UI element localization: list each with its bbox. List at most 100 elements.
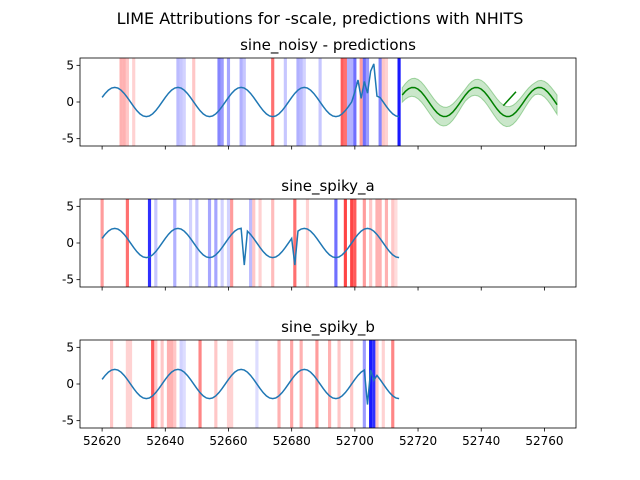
attribution-band-10 (220, 199, 224, 287)
x-tick-label: 52760 (525, 434, 563, 448)
attribution-band-27 (365, 58, 370, 146)
x-tick-label: 52660 (209, 434, 247, 448)
attribution-band-5 (176, 58, 180, 146)
panels: sine_noisy - predictions-505sine_spiky_a… (62, 36, 577, 448)
attribution-band-26 (378, 199, 382, 287)
attribution-band-25 (359, 58, 363, 146)
attribution-band-11 (226, 199, 231, 287)
attribution-band-12 (239, 58, 243, 146)
attribution-band-22 (346, 58, 351, 146)
attribution-band-27 (375, 340, 379, 428)
attribution-band-4 (154, 199, 158, 287)
attribution-band-26 (372, 340, 376, 428)
attribution-band-19 (299, 340, 303, 428)
attribution-band-28 (378, 58, 382, 146)
attribution-band-9 (214, 199, 218, 287)
attribution-band-15 (258, 199, 262, 287)
attribution-band-14 (252, 199, 256, 287)
attribution-band-2 (125, 340, 129, 428)
attribution-band-25 (369, 340, 373, 428)
attribution-band-4 (132, 58, 136, 146)
panel-2: sine_spiky_a -5 0 5 (62, 177, 577, 291)
attribution-band-16 (296, 58, 300, 146)
attribution-band-29 (391, 340, 395, 428)
y-tick-label: 0 (66, 377, 74, 391)
attribution-band-6 (188, 199, 193, 287)
plot-area (100, 199, 400, 287)
y-tick-label: 5 (66, 199, 74, 213)
attribution-band-22 (353, 199, 357, 287)
panel-title: sine_spiky_b (281, 318, 375, 337)
prediction-tick (502, 91, 517, 107)
attribution-band-12 (198, 340, 202, 428)
panel-title: sine_spiky_a (281, 177, 374, 196)
x-tick-label: 52700 (336, 434, 374, 448)
figure-title: LIME Attributions for -scale, prediction… (117, 9, 524, 28)
signal-line (101, 227, 400, 266)
panel-3: sine_spiky_b -5 0 5 52620 52640 52660 52680 5270… (62, 318, 577, 448)
attribution-band-1 (110, 340, 114, 428)
prediction-interval (401, 77, 558, 128)
attribution-band-24 (369, 199, 373, 287)
attribution-band-14 (271, 58, 275, 146)
attribution-band-29 (394, 199, 398, 287)
attribution-band-27 (384, 199, 389, 287)
attribution-band-17 (299, 58, 303, 146)
y-tick-label: 0 (66, 95, 74, 109)
panel-title: sine_noisy - predictions (240, 36, 416, 55)
attribution-band-21 (328, 340, 332, 428)
attribution-band-13 (249, 199, 253, 287)
x-tick-label: 52720 (399, 434, 437, 448)
attribution-band-2 (122, 58, 126, 146)
panel-1: sine_noisy - predictions -5 0 5 (62, 36, 577, 150)
attribution-band-3 (147, 199, 152, 287)
attribution-band-7 (182, 58, 186, 146)
attribution-band-19 (334, 199, 338, 287)
attribution-band-28 (391, 199, 395, 287)
attribution-band-15 (230, 340, 234, 428)
signal-line (101, 368, 400, 405)
attribution-band-1 (119, 58, 123, 146)
attribution-band-4 (151, 340, 155, 428)
attribution-band-9 (217, 58, 221, 146)
attribution-band-5 (173, 199, 177, 287)
attribution-band-5 (154, 340, 158, 428)
plot-area (101, 58, 558, 146)
x-tick-label: 52680 (273, 434, 311, 448)
attribution-band-20 (315, 340, 319, 428)
attribution-band-2 (125, 199, 129, 287)
attribution-band-20 (340, 58, 344, 146)
attribution-band-26 (362, 58, 366, 146)
attribution-band-24 (353, 58, 357, 146)
attribution-band-23 (362, 199, 366, 287)
attribution-band-18 (305, 199, 310, 287)
attribution-band-18 (290, 340, 294, 428)
attribution-band-22 (337, 340, 341, 428)
attribution-band-10 (179, 340, 183, 428)
prediction-line (401, 86, 558, 118)
attribution-band-17 (277, 340, 281, 428)
y-tick-label: 0 (66, 236, 74, 250)
y-tick-label: 5 (66, 340, 74, 354)
attribution-band-30 (384, 58, 389, 146)
attribution-band-15 (283, 58, 287, 146)
y-tick-label: -5 (62, 273, 74, 287)
attribution-band-13 (242, 58, 246, 146)
attribution-band-25 (375, 199, 379, 287)
y-tick-label: 5 (66, 58, 74, 72)
attribution-band-11 (182, 340, 186, 428)
y-tick-label: -5 (62, 132, 74, 146)
plot-area (101, 340, 400, 428)
attribution-band-17 (293, 199, 297, 287)
attribution-band-21 (343, 58, 347, 146)
attribution-band-7 (195, 199, 199, 287)
attribution-band-7 (166, 340, 171, 428)
attribution-band-11 (226, 58, 231, 146)
attribution-band-16 (271, 199, 275, 287)
x-tick-label: 52640 (146, 434, 184, 448)
y-tick-label: -5 (62, 414, 74, 428)
attribution-band-24 (362, 340, 366, 428)
attribution-band-6 (179, 58, 183, 146)
attribution-band-12 (230, 199, 234, 287)
